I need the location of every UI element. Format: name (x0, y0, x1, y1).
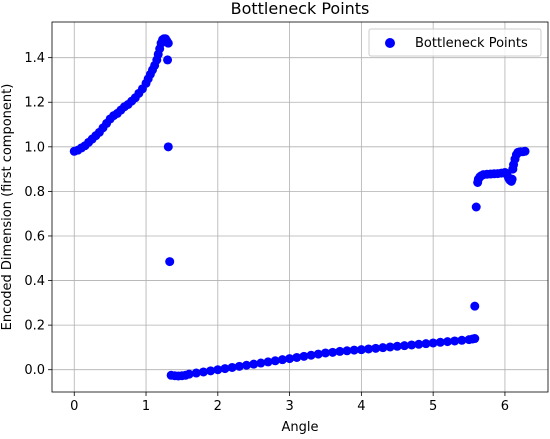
legend-box (368, 28, 542, 57)
data-point (443, 337, 453, 347)
y-tick-label: 0.6 (24, 229, 45, 244)
data-points (69, 34, 530, 381)
x-tick-label: 3 (285, 399, 293, 414)
data-point (371, 343, 381, 353)
data-point (163, 55, 173, 65)
data-point (234, 361, 244, 371)
data-point (470, 301, 480, 311)
data-point (378, 343, 388, 353)
data-point (399, 341, 409, 351)
data-point (349, 345, 359, 355)
y-tick-label: 1.4 (24, 51, 45, 66)
legend-label: Bottleneck Points (415, 36, 528, 51)
y-tick-label: 1.0 (24, 140, 45, 155)
data-point (392, 341, 402, 351)
y-tick-label: 0.8 (24, 185, 45, 200)
data-point (277, 355, 287, 365)
axes-frame (51, 21, 549, 393)
y-tick-label: 1.2 (24, 96, 45, 111)
legend: Bottleneck Points (368, 28, 542, 57)
data-point (457, 335, 467, 345)
chart-title: Bottleneck Points (231, 0, 370, 18)
y-tick-label: 0.0 (24, 363, 45, 378)
data-point (356, 345, 366, 355)
x-tick-label: 2 (214, 399, 222, 414)
data-point (471, 202, 481, 212)
data-point (320, 348, 330, 358)
y-tick-label: 0.4 (24, 274, 45, 289)
x-tick-label: 0 (70, 399, 78, 414)
data-point (385, 342, 395, 352)
data-point (292, 352, 302, 362)
data-point (421, 339, 431, 349)
data-point (163, 38, 173, 48)
data-point (285, 354, 295, 364)
data-point (256, 358, 266, 368)
data-point (428, 338, 438, 348)
data-point (342, 346, 352, 356)
data-point (299, 351, 309, 361)
data-point (191, 368, 201, 378)
data-point (450, 336, 460, 346)
data-point (470, 334, 480, 344)
data-point (198, 367, 208, 377)
data-point (249, 359, 259, 369)
x-tick-label: 4 (357, 399, 365, 414)
legend-marker (385, 38, 395, 48)
x-tick-label: 5 (429, 399, 437, 414)
data-point (364, 344, 374, 354)
x-axis-label: Angle (282, 420, 319, 435)
data-point (163, 142, 173, 152)
data-point (507, 174, 517, 184)
data-point (270, 356, 280, 366)
data-point (242, 360, 252, 370)
data-point (520, 146, 530, 156)
data-point (328, 347, 338, 357)
data-point (227, 362, 237, 372)
data-point (407, 340, 417, 350)
data-point (313, 349, 323, 359)
data-point (435, 337, 445, 347)
y-tick-label: 0.2 (24, 319, 45, 334)
x-tick-label: 1 (142, 399, 150, 414)
data-point (165, 257, 175, 267)
axis-ticks: 0 1 2 3 4 5 6 0.0 0.2 0.4 0.6 0.8 1.0 1.2 1.4 (24, 51, 509, 414)
data-point (220, 364, 230, 374)
data-point (335, 346, 345, 356)
data-point (263, 357, 273, 367)
x-tick-label: 6 (501, 399, 509, 414)
grid (52, 22, 548, 392)
data-point (414, 339, 424, 349)
y-axis-label: Encoded Dimension (first component) (0, 84, 15, 331)
data-point (184, 369, 194, 379)
data-point (306, 350, 316, 360)
data-point (206, 366, 216, 376)
data-point (213, 365, 223, 375)
